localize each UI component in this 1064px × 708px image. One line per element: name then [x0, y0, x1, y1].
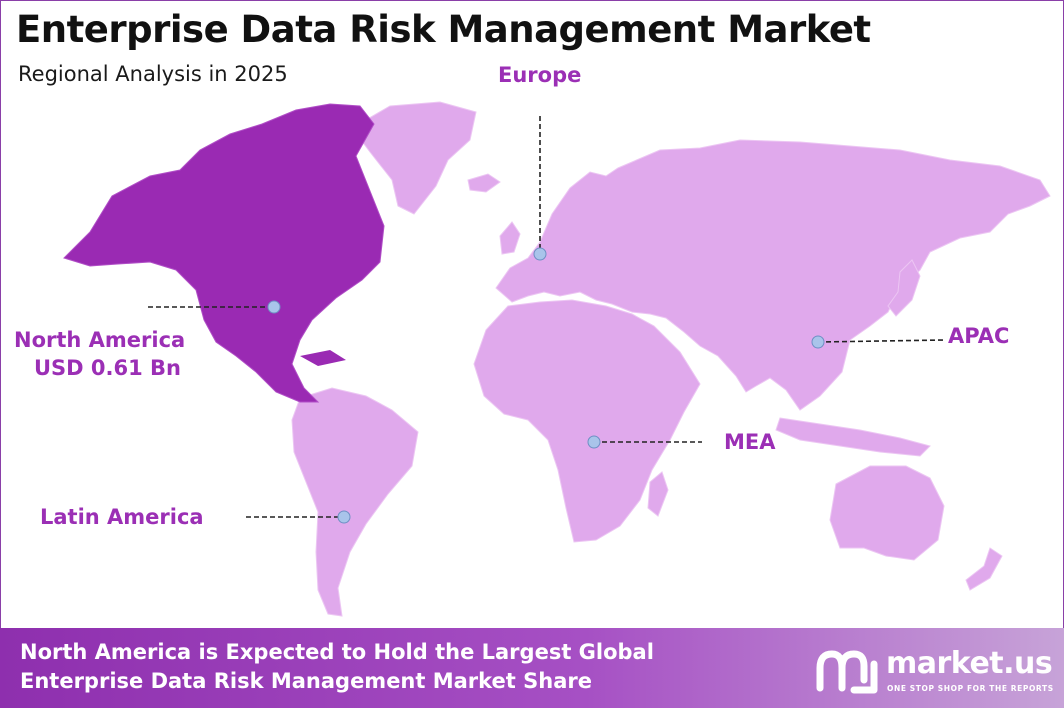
footer-line-1: North America is Expected to Hold the La… [20, 640, 654, 664]
caribbean-shape [300, 350, 346, 366]
apac-leader [817, 339, 945, 343]
south-america-shape [291, 387, 419, 617]
brand-name: market.us [886, 646, 1053, 681]
mea-marker [587, 435, 601, 449]
mea-label: MEA [724, 430, 776, 454]
africa-shape [473, 299, 701, 543]
brand-logo: market.us ONE STOP SHOP FOR THE REPORTS [814, 644, 1058, 698]
brand-tagline: ONE STOP SHOP FOR THE REPORTS [887, 684, 1054, 693]
footer-message: North America is Expected to Hold the La… [20, 638, 654, 696]
north-america-shape [63, 103, 385, 403]
greenland-shape [351, 101, 477, 215]
iceland-shape [467, 173, 501, 193]
europe-label: Europe [498, 63, 582, 87]
leader-lines [148, 116, 945, 518]
australia-shape [829, 465, 945, 561]
north-america-label: North America [14, 328, 186, 352]
region-markers [267, 247, 825, 524]
uk-shape [499, 221, 521, 255]
indonesia-shape [775, 417, 931, 457]
apac-label: APAC [948, 324, 1010, 348]
apac-marker [811, 335, 825, 349]
world-map [63, 101, 1051, 617]
japan-shape [887, 259, 921, 317]
other-regions [291, 101, 1051, 617]
latin-america-label: Latin America [40, 505, 204, 529]
footer-banner: North America is Expected to Hold the La… [0, 628, 1064, 708]
north-america-value: USD 0.61 Bn [34, 356, 181, 380]
page-subtitle: Regional Analysis in 2025 [18, 62, 288, 86]
europe-marker [533, 247, 547, 261]
north-america-marker [267, 300, 281, 314]
footer-line-2: Enterprise Data Risk Management Market S… [20, 669, 592, 693]
new-zealand-shape [965, 547, 1003, 591]
market-us-logo-icon [816, 650, 878, 694]
page-title: Enterprise Data Risk Management Market [16, 8, 871, 51]
latin-america-marker [337, 510, 351, 524]
madagascar-shape [647, 471, 669, 517]
